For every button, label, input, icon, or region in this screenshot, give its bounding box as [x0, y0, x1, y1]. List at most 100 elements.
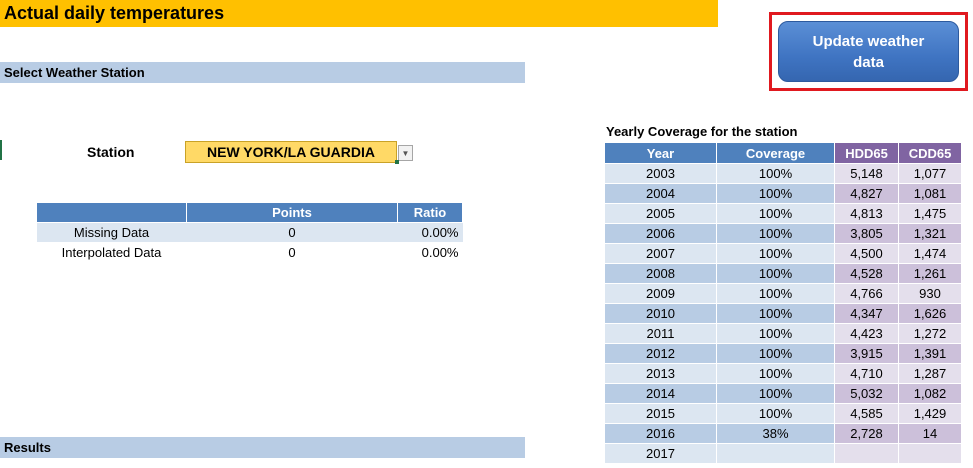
table-cell: 100% [716, 223, 835, 244]
table-cell: 1,081 [898, 183, 962, 204]
station-select[interactable]: NEW YORK/LA GUARDIA [185, 141, 397, 163]
table-row: 2006 100% 3,805 1,321 [604, 223, 962, 244]
missing-data-table: Points Ratio Missing Data 0 0.00% Interp… [36, 202, 463, 263]
table-cell: 2016 [604, 423, 717, 444]
table-row: 2003 100% 5,148 1,077 [604, 163, 962, 184]
table-row: 2010 100% 4,347 1,626 [604, 303, 962, 324]
table-cell: 1,475 [898, 203, 962, 224]
title-bar: Actual daily temperatures [0, 0, 718, 27]
table-row: Missing Data 0 0.00% [36, 222, 463, 243]
table-cell: 4,500 [834, 243, 899, 264]
table-cell [716, 443, 835, 464]
table-cell: 2010 [604, 303, 717, 324]
update-weather-data-button[interactable]: Update weather data [778, 21, 959, 82]
table-cell: 1,077 [898, 163, 962, 184]
table-cell: 930 [898, 283, 962, 304]
table-header: Coverage [716, 142, 835, 164]
table-cell: 100% [716, 243, 835, 264]
table-cell: 1,287 [898, 363, 962, 384]
table-cell: 0 [186, 242, 398, 263]
table-cell: 100% [716, 283, 835, 304]
table-cell: 100% [716, 303, 835, 324]
table-cell: 1,391 [898, 343, 962, 364]
table-cell: 14 [898, 423, 962, 444]
table-cell: 100% [716, 203, 835, 224]
table-cell: 2011 [604, 323, 717, 344]
table-cell: 2008 [604, 263, 717, 284]
table-header: Points [186, 202, 398, 223]
table-cell: 2005 [604, 203, 717, 224]
table-cell: 0.00% [397, 222, 463, 243]
table-cell [898, 443, 962, 464]
table-row: 2005 100% 4,813 1,475 [604, 203, 962, 224]
table-row: 2008 100% 4,528 1,261 [604, 263, 962, 284]
table-cell: Missing Data [36, 222, 187, 243]
table-cell: 4,827 [834, 183, 899, 204]
table-cell: 100% [716, 403, 835, 424]
chevron-down-icon: ▼ [401, 148, 410, 158]
station-dropdown-button[interactable]: ▼ [398, 145, 413, 161]
table-cell: 2,728 [834, 423, 899, 444]
table-cell: 4,710 [834, 363, 899, 384]
table-cell: 100% [716, 263, 835, 284]
cell-fill-handle[interactable] [395, 160, 399, 164]
selection-marker [0, 140, 2, 160]
table-cell: 4,347 [834, 303, 899, 324]
table-cell: 0.00% [397, 242, 463, 263]
table-cell: 2007 [604, 243, 717, 264]
table-cell: 100% [716, 163, 835, 184]
table-header: Year [604, 142, 717, 164]
table-cell: 4,528 [834, 263, 899, 284]
table-header [36, 202, 187, 223]
table-cell: 100% [716, 363, 835, 384]
table-row: 2017 [604, 443, 962, 464]
section-select-station: Select Weather Station [0, 62, 525, 83]
update-button-highlight: Update weather data [769, 12, 968, 91]
table-row: 2012 100% 3,915 1,391 [604, 343, 962, 364]
table-cell: 100% [716, 383, 835, 404]
table-cell: 2004 [604, 183, 717, 204]
table-cell: 2003 [604, 163, 717, 184]
table-header: CDD65 [898, 142, 962, 164]
table-cell: 4,766 [834, 283, 899, 304]
table-cell: 1,082 [898, 383, 962, 404]
coverage-table: Year Coverage HDD65 CDD65 2003 100% 5,148 1… [604, 142, 962, 464]
table-cell: 4,423 [834, 323, 899, 344]
table-cell: 2009 [604, 283, 717, 304]
table-header: Ratio [397, 202, 463, 223]
station-label: Station [87, 144, 135, 160]
coverage-table-body: 2003 100% 5,148 1,077 2004 100% 4,827 1,081 2005… [604, 163, 962, 464]
table-row: 2013 100% 4,710 1,287 [604, 363, 962, 384]
table-cell: 5,032 [834, 383, 899, 404]
table-row: 2016 38% 2,728 14 [604, 423, 962, 444]
table-cell: 1,429 [898, 403, 962, 424]
table-cell: 3,915 [834, 343, 899, 364]
table-cell: 1,261 [898, 263, 962, 284]
section-results: Results [0, 437, 525, 458]
table-cell: 4,585 [834, 403, 899, 424]
table-row: 2014 100% 5,032 1,082 [604, 383, 962, 404]
table-row: 2015 100% 4,585 1,429 [604, 403, 962, 424]
coverage-title: Yearly Coverage for the station [606, 124, 798, 139]
table-cell [834, 443, 899, 464]
table-row: Interpolated Data 0 0.00% [36, 242, 463, 263]
table-cell: 100% [716, 343, 835, 364]
table-cell: 1,321 [898, 223, 962, 244]
table-cell: 2012 [604, 343, 717, 364]
update-button-label: Update weather data [812, 32, 925, 71]
table-cell: 2014 [604, 383, 717, 404]
table-row: 2011 100% 4,423 1,272 [604, 323, 962, 344]
table-cell: 2017 [604, 443, 717, 464]
table-cell: 3,805 [834, 223, 899, 244]
table-cell: 100% [716, 323, 835, 344]
table-cell: 1,626 [898, 303, 962, 324]
page-title: Actual daily temperatures [4, 3, 225, 23]
table-cell: Interpolated Data [36, 242, 187, 263]
table-row: 2007 100% 4,500 1,474 [604, 243, 962, 264]
table-header: HDD65 [834, 142, 899, 164]
table-cell: 1,272 [898, 323, 962, 344]
table-cell: 0 [186, 222, 398, 243]
table-cell: 38% [716, 423, 835, 444]
table-cell: 4,813 [834, 203, 899, 224]
table-cell: 2013 [604, 363, 717, 384]
